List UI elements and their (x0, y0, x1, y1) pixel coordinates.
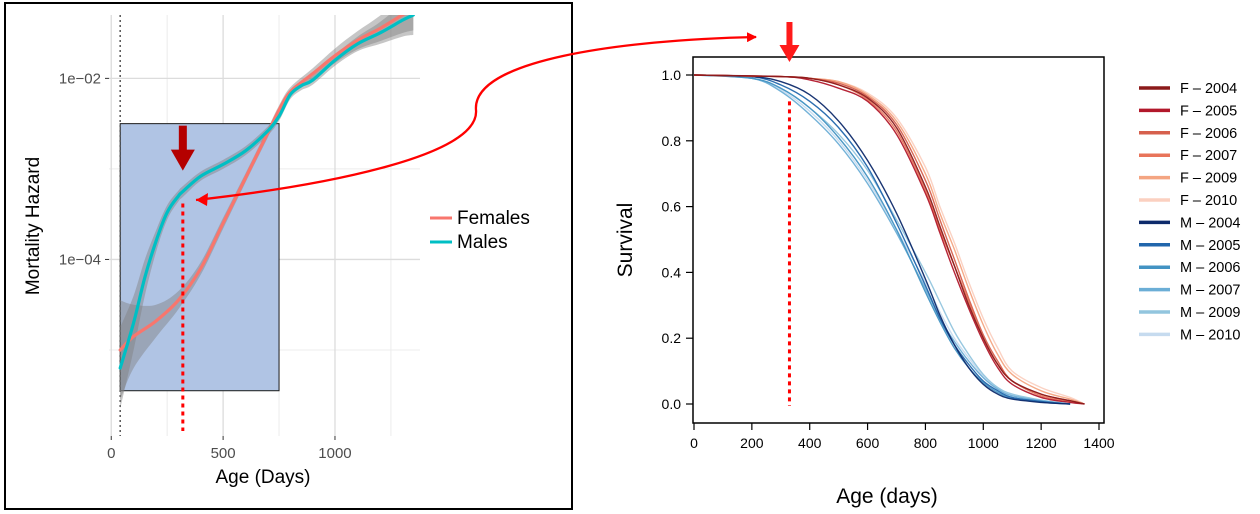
survival-chart: 0 200 400 600 800 1000 1200 1400 0.00.20.40.60.… (614, 22, 1240, 508)
x-tick-label: 1400 (1083, 435, 1114, 451)
hazard-chart: 0 500 1000 1e−04 1e−02 Age (Days) Mortality… (4, 2, 573, 510)
x-tick-label: 600 (856, 435, 880, 451)
x-tick-label: 500 (211, 445, 236, 462)
survival-curve (693, 74, 1071, 405)
arrow-shaft (786, 22, 793, 48)
legend-label: F – 2005 (1180, 103, 1237, 119)
legend-label: F – 2006 (1180, 126, 1237, 142)
legend-label: M – 2010 (1180, 327, 1240, 343)
hazard-y-ticks: 1e−04 1e−02 (59, 70, 109, 268)
connector-arrow (195, 32, 757, 202)
series-line (118, 15, 415, 370)
legend-label: Females (457, 208, 530, 229)
survival-plot-frame (692, 56, 1105, 424)
survival-curves (693, 74, 1085, 405)
y-tick-label: 1e−04 (59, 251, 101, 268)
hazard-x-axis-label: Age (Days) (215, 467, 310, 488)
legend-label: F – 2009 (1180, 171, 1237, 187)
legend-label: M – 2005 (1180, 238, 1240, 254)
y-tick-label: 0.0 (662, 396, 682, 412)
survival-curve (693, 74, 1085, 405)
hazard-panel-border (4, 2, 573, 510)
survival-curve (693, 74, 1071, 405)
hazard-series-lines (118, 15, 415, 370)
y-tick-label: 0.4 (662, 264, 682, 280)
survival-x-axis-label: Age (days) (836, 485, 938, 508)
y-tick-label: 1e−02 (59, 70, 101, 87)
survival-legend: F – 2004 F – 2005 F – 2006 F – 2007 F – 2009… (1139, 81, 1240, 343)
x-tick-label: 0 (690, 435, 698, 451)
y-tick-label: 0.8 (662, 133, 682, 149)
legend-label: M – 2006 (1180, 260, 1240, 276)
legend-label: M – 2007 (1180, 283, 1240, 299)
connector-arrow-head-left (196, 193, 208, 206)
y-tick-label: 1.0 (662, 67, 682, 83)
survival-curve (693, 74, 1071, 405)
highlight-box (119, 123, 280, 392)
survival-y-ticks: 0.0 0.2 0.4 0.6 0.8 1.0 (662, 67, 693, 412)
x-tick-label: 200 (740, 435, 764, 451)
survival-curve (693, 74, 1071, 405)
x-tick-label: 400 (798, 435, 822, 451)
hazard-x-ticks: 0 500 1000 (107, 436, 352, 462)
survival-curve (693, 74, 1071, 405)
survival-y-axis-label: Survival (614, 203, 637, 278)
legend-label: Males (457, 232, 508, 253)
hazard-legend: Females Males (430, 208, 530, 253)
red-down-arrow (779, 22, 800, 62)
x-tick-label: 1000 (968, 435, 999, 451)
y-tick-label: 0.6 (662, 199, 682, 215)
legend-label: M – 2004 (1180, 215, 1240, 231)
survival-curve (693, 74, 1071, 405)
legend-label: M – 2009 (1180, 305, 1240, 321)
series-line (118, 15, 406, 352)
legend-label: F – 2004 (1180, 81, 1237, 97)
x-tick-label: 800 (914, 435, 938, 451)
arrow-head (779, 45, 800, 62)
arrow-shaft (178, 125, 187, 152)
y-tick-label: 0.2 (662, 330, 682, 346)
x-tick-label: 1200 (1026, 435, 1057, 451)
x-tick-label: 0 (107, 445, 115, 462)
x-tick-label: 1000 (318, 445, 351, 462)
dark-red-down-arrow (170, 125, 195, 171)
hazard-y-axis-label: Mortality Hazard (23, 157, 44, 295)
legend-label: F – 2007 (1180, 148, 1237, 164)
survival-curve (693, 74, 1085, 405)
legend-label: F – 2010 (1180, 193, 1237, 209)
arrow-head (170, 149, 195, 171)
survival-x-ticks: 0 200 400 600 800 1000 1200 1400 (690, 423, 1115, 451)
